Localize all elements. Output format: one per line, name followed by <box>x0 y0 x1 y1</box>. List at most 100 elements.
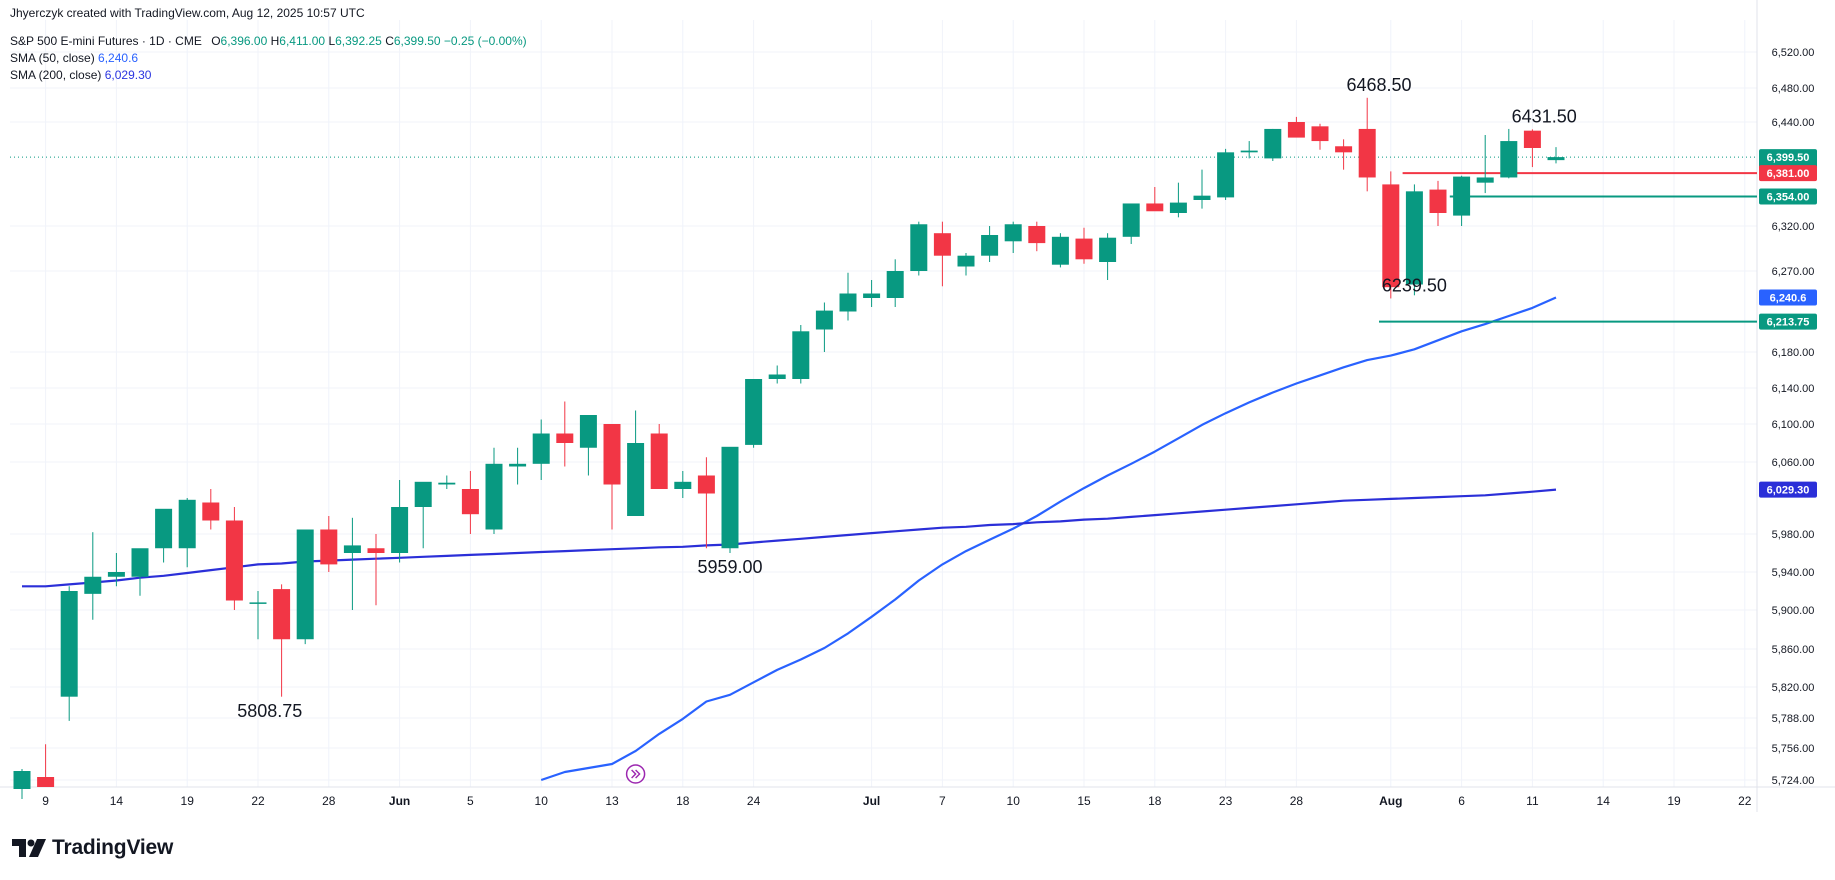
candle-body <box>273 589 291 640</box>
x-tick-label: Jun <box>389 794 410 808</box>
candle-body <box>957 255 975 267</box>
candle <box>461 471 479 534</box>
candle <box>839 272 857 321</box>
candle <box>1382 171 1400 299</box>
price-axis-label-text: 6,399.50 <box>1767 152 1810 164</box>
x-tick-label: 14 <box>1597 794 1611 808</box>
x-tick-label: 24 <box>747 794 761 808</box>
sma200-line <box>22 488 1557 588</box>
price-annotation: 6468.50 <box>1346 75 1411 95</box>
candle-body <box>745 379 763 445</box>
low-value: 6,392.25 <box>335 34 382 48</box>
low-label: L <box>328 34 336 48</box>
sma200-value: 6,029.30 <box>104 68 152 82</box>
y-tick-label: 6,520.00 <box>1772 47 1815 59</box>
candle-body <box>1335 146 1353 153</box>
candle <box>1217 148 1235 200</box>
x-tick-label: 28 <box>322 794 336 808</box>
x-tick-label: 13 <box>605 794 619 808</box>
candle-body <box>579 415 597 448</box>
candle <box>1311 123 1329 150</box>
candle-body <box>933 233 951 256</box>
candle <box>320 516 338 572</box>
candle <box>13 769 31 799</box>
price-axis-label-text: 6,381.00 <box>1767 168 1810 180</box>
price-axis-label-text: 6,240.6 <box>1770 292 1807 304</box>
candle <box>815 302 833 352</box>
candle <box>627 410 645 516</box>
candle <box>792 325 810 384</box>
y-tick-label: 5,820.00 <box>1772 682 1815 694</box>
candle <box>107 553 125 587</box>
candle <box>1476 135 1494 194</box>
candle <box>1358 97 1376 192</box>
x-tick-label: 23 <box>1219 794 1233 808</box>
symbol-legend[interactable]: S&P 500 E-mini Futures · 1D · CME O6,396… <box>10 34 527 48</box>
x-tick-label: 5 <box>467 794 474 808</box>
x-tick-label: 19 <box>181 794 195 808</box>
y-tick-label: 6,060.00 <box>1772 457 1815 469</box>
candle-body <box>650 433 668 489</box>
y-tick-label: 5,860.00 <box>1772 644 1815 656</box>
candle-body <box>485 463 503 530</box>
candle <box>721 446 739 553</box>
candle-body <box>249 602 267 604</box>
candle <box>1264 128 1282 161</box>
event-marker-icon <box>625 764 646 784</box>
candle <box>343 517 361 610</box>
candle <box>438 475 456 489</box>
candle <box>273 584 291 697</box>
x-tick-label: 22 <box>1738 794 1752 808</box>
x-tick-label: 15 <box>1077 794 1091 808</box>
candle-body <box>343 545 361 553</box>
candle-body <box>721 446 739 549</box>
candle-body <box>107 572 125 577</box>
high-label: H <box>270 34 280 48</box>
candle-body <box>1028 226 1046 244</box>
candle <box>296 529 314 645</box>
candle-body <box>1217 152 1235 198</box>
candle-body <box>839 293 857 312</box>
event-marker-arrows <box>631 769 641 779</box>
candle <box>1193 169 1211 209</box>
candle <box>1335 139 1353 170</box>
x-tick-label: 7 <box>939 794 946 808</box>
x-tick-label: 9 <box>42 794 49 808</box>
candle-body <box>37 777 55 787</box>
candle-body <box>461 489 479 515</box>
candle <box>1169 182 1187 218</box>
candle-body <box>697 475 715 494</box>
candle-body <box>1240 150 1258 153</box>
sma200-legend[interactable]: SMA (200, close) 6,029.30 <box>10 68 151 82</box>
candle <box>650 424 668 489</box>
candle <box>1287 116 1305 138</box>
candle <box>1547 147 1565 164</box>
candle-body <box>1169 202 1187 213</box>
candle-body <box>627 443 645 516</box>
y-tick-label: 5,788.00 <box>1772 713 1815 725</box>
candle <box>84 532 102 620</box>
candle-body <box>178 499 196 549</box>
candle-body <box>1358 128 1376 178</box>
candle-body <box>1004 224 1022 242</box>
sma50-legend[interactable]: SMA (50, close) 6,240.6 <box>10 51 138 65</box>
y-tick-label: 6,140.00 <box>1772 383 1815 395</box>
candle <box>1405 184 1423 296</box>
candle <box>249 591 267 640</box>
candle-body <box>1075 238 1093 260</box>
tradingview-logo[interactable]: TradingView <box>12 836 173 860</box>
price-axis-label-bg <box>1759 481 1817 498</box>
candle-body <box>1193 195 1211 200</box>
y-tick-label: 6,100.00 <box>1772 419 1815 431</box>
candle-body <box>438 482 456 485</box>
y-tick-label: 6,270.00 <box>1772 266 1815 278</box>
candle-body <box>84 576 102 594</box>
candle-body <box>509 463 527 467</box>
tradingview-wordmark: TradingView <box>52 836 174 859</box>
price-annotation: 5808.75 <box>237 701 302 721</box>
y-tick-label: 5,940.00 <box>1772 567 1815 579</box>
candle <box>1028 221 1046 252</box>
y-tick-label: 5,980.00 <box>1772 529 1815 541</box>
